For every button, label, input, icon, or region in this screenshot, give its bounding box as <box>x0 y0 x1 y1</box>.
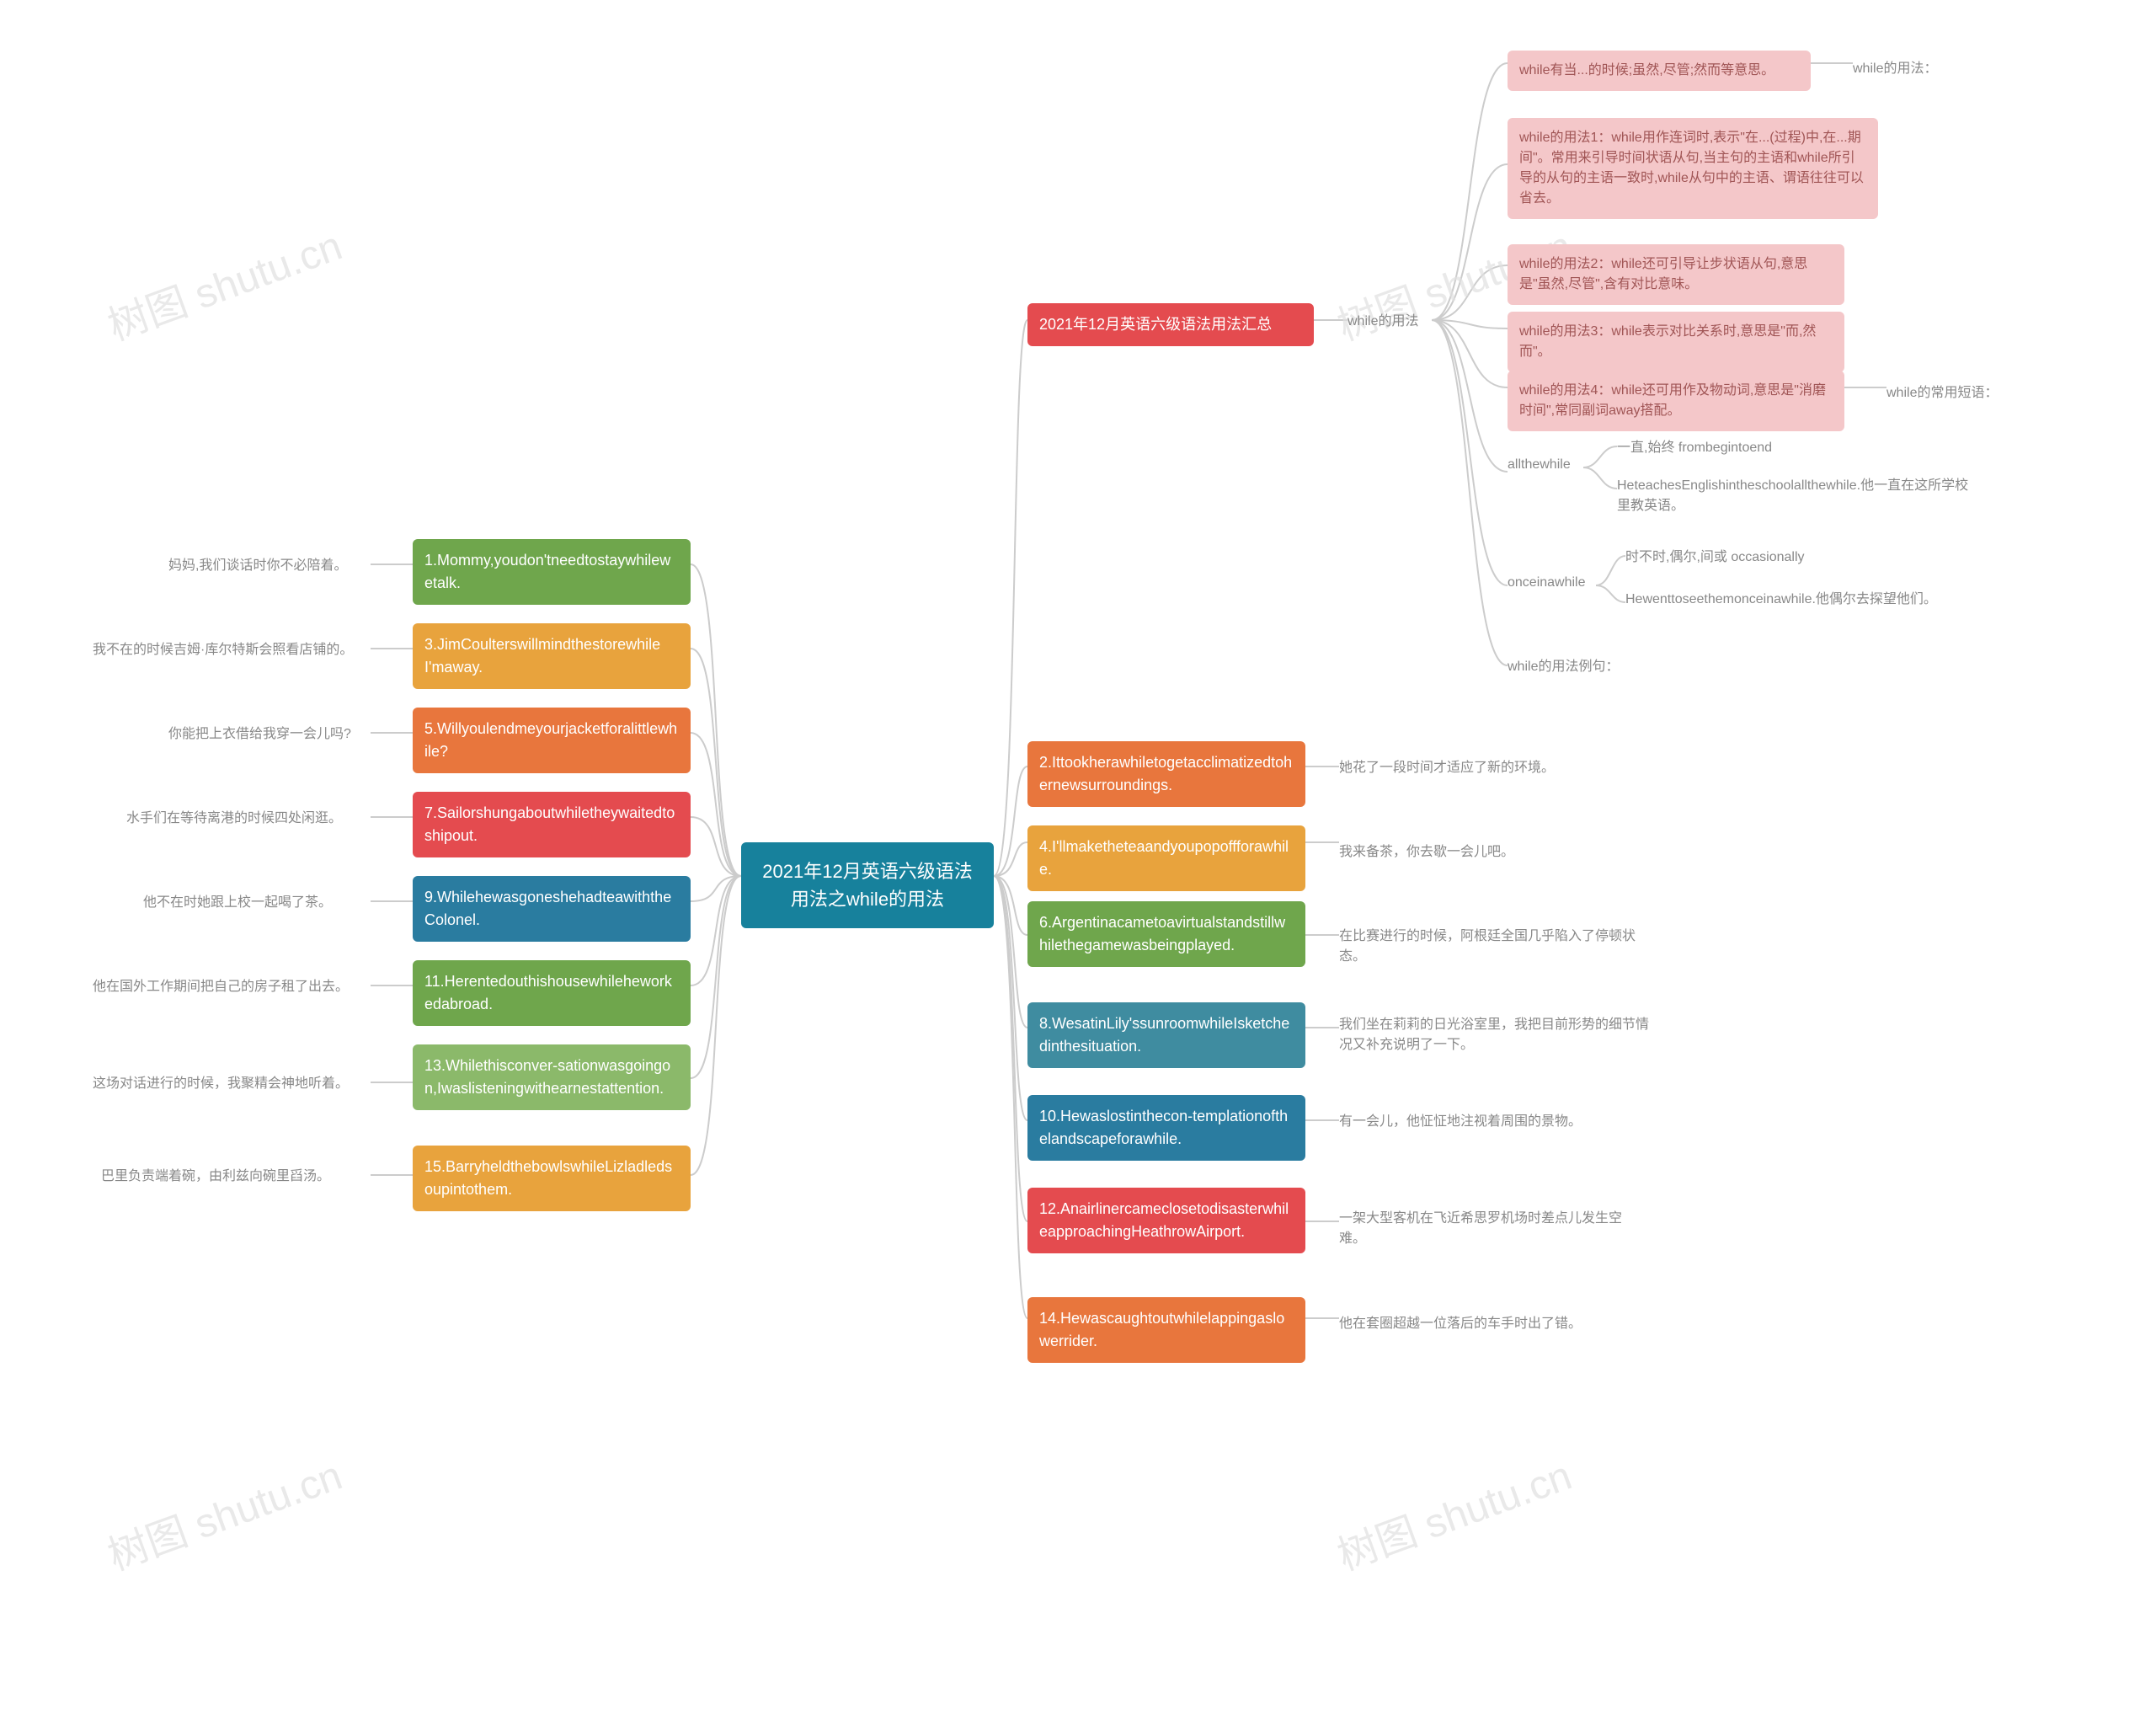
example-leaf-1: 妈妈,我们谈话时你不必陪着。 <box>168 556 347 576</box>
usage-box-2: while的用法2：while还可引导让步状语从句,意思是"虽然,尽管",含有对… <box>1508 244 1844 305</box>
example-node-9[interactable]: 9.WhilehewasgoneshehadteawiththeColonel. <box>413 876 691 942</box>
example-leaf-12: 一架大型客机在飞近希思罗机场时差点儿发生空难。 <box>1339 1209 1642 1249</box>
usage-box-4: while的用法4：while还可用作及物动词,意思是"消磨时间",常同副词aw… <box>1508 371 1844 431</box>
example-leaf-13: 这场对话进行的时候，我聚精会神地听着。 <box>93 1074 349 1094</box>
allthewhile-child-0: 一直,始终 frombegintoend <box>1617 438 1772 458</box>
example-node-5[interactable]: 5.Willyoulendmeyourjacketforalittlewhile… <box>413 708 691 773</box>
example-node-7[interactable]: 7.Sailorshungaboutwhiletheywaitedtoshipo… <box>413 792 691 857</box>
example-leaf-15: 巴里负责端着碗，由利兹向碗里舀汤。 <box>101 1167 330 1187</box>
yongfa-label: while的用法 <box>1348 312 1418 332</box>
example-leaf-9: 他不在时她跟上校一起喝了茶。 <box>143 893 332 913</box>
example-leaf-10: 有一会儿，他怔怔地注视着周围的景物。 <box>1339 1112 1582 1132</box>
example-leaf-5: 你能把上衣借给我穿一会儿吗? <box>168 724 351 745</box>
example-node-15[interactable]: 15.BarryheldthebowlswhileLizladledsoupin… <box>413 1146 691 1211</box>
root-node[interactable]: 2021年12月英语六级语法用法之while的用法 <box>741 842 994 928</box>
usage-box-0: while有当...的时候;虽然,尽管;然而等意思。 <box>1508 51 1811 91</box>
example-node-10[interactable]: 10.Hewaslostinthecon-templationoftheland… <box>1027 1095 1305 1161</box>
example-leaf-7: 水手们在等待离港的时候四处闲逛。 <box>126 809 342 829</box>
example-node-3[interactable]: 3.JimCoulterswillmindthestorewhileI'mawa… <box>413 623 691 689</box>
example-leaf-3: 我不在的时候吉姆·库尔特斯会照看店铺的。 <box>93 640 353 660</box>
example-leaf-8: 我们坐在莉莉的日光浴室里，我把目前形势的细节情况又补充说明了一下。 <box>1339 1015 1659 1055</box>
usage-sub-4: while的常用短语： <box>1886 383 1998 403</box>
example-node-2[interactable]: 2.Ittookherawhiletogetacclimatizedtohern… <box>1027 741 1305 807</box>
example-node-8[interactable]: 8.WesatinLily'ssunroomwhileIsketchedinth… <box>1027 1002 1305 1068</box>
watermark: 树图 shutu.cn <box>99 212 349 351</box>
example-node-6[interactable]: 6.Argentinacametoavirtualstandstillwhile… <box>1027 901 1305 967</box>
watermark: 树图 shutu.cn <box>99 1442 349 1581</box>
example-leaf-11: 他在国外工作期间把自己的房子租了出去。 <box>93 977 349 997</box>
onceinawhile-label: onceinawhile <box>1508 573 1586 593</box>
example-leaf-6: 在比赛进行的时候，阿根廷全国几乎陷入了停顿状态。 <box>1339 927 1651 967</box>
usage-sub-0: while的用法： <box>1853 59 1937 79</box>
example-node-13[interactable]: 13.Whilethisconver-sationwasgoingon,Iwas… <box>413 1044 691 1110</box>
onceinawhile-child-1: Hewenttoseethemonceinawhile.他偶尔去探望他们。 <box>1625 590 1962 610</box>
example-leaf-2: 她花了一段时间才适应了新的环境。 <box>1339 758 1555 778</box>
allthewhile-label: allthewhile <box>1508 455 1571 475</box>
example-leaf-14: 他在套圈超越一位落后的车手时出了错。 <box>1339 1314 1582 1334</box>
usage-box-3: while的用法3：while表示对比关系时,意思是"而,然而"。 <box>1508 312 1844 372</box>
example-leaf-4: 我来备茶，你去歇一会儿吧。 <box>1339 842 1514 863</box>
watermark: 树图 shutu.cn <box>1328 1442 1578 1581</box>
example-node-14[interactable]: 14.Hewascaughtoutwhilelappingaslowerride… <box>1027 1297 1305 1363</box>
example-node-11[interactable]: 11.Herentedouthishousewhileheworkedabroa… <box>413 960 691 1026</box>
onceinawhile-child-0: 时不时,偶尔,间或 occasionally <box>1625 548 1805 568</box>
usage-box-1: while的用法1：while用作连词时,表示"在...(过程)中,在...期间… <box>1508 118 1878 219</box>
summary-node[interactable]: 2021年12月英语六级语法用法汇总 <box>1027 303 1314 346</box>
example-node-4[interactable]: 4.I'llmaketheteaandyoupopoffforawhile. <box>1027 825 1305 891</box>
allthewhile-child-1: HeteachesEnglishintheschoolallthewhile.他… <box>1617 476 1971 516</box>
example-node-12[interactable]: 12.Anairlinercameclosetodisasterwhileapp… <box>1027 1188 1305 1253</box>
example-node-1[interactable]: 1.Mommy,youdon'tneedtostaywhilewetalk. <box>413 539 691 605</box>
liju-label: while的用法例句： <box>1508 657 1619 677</box>
